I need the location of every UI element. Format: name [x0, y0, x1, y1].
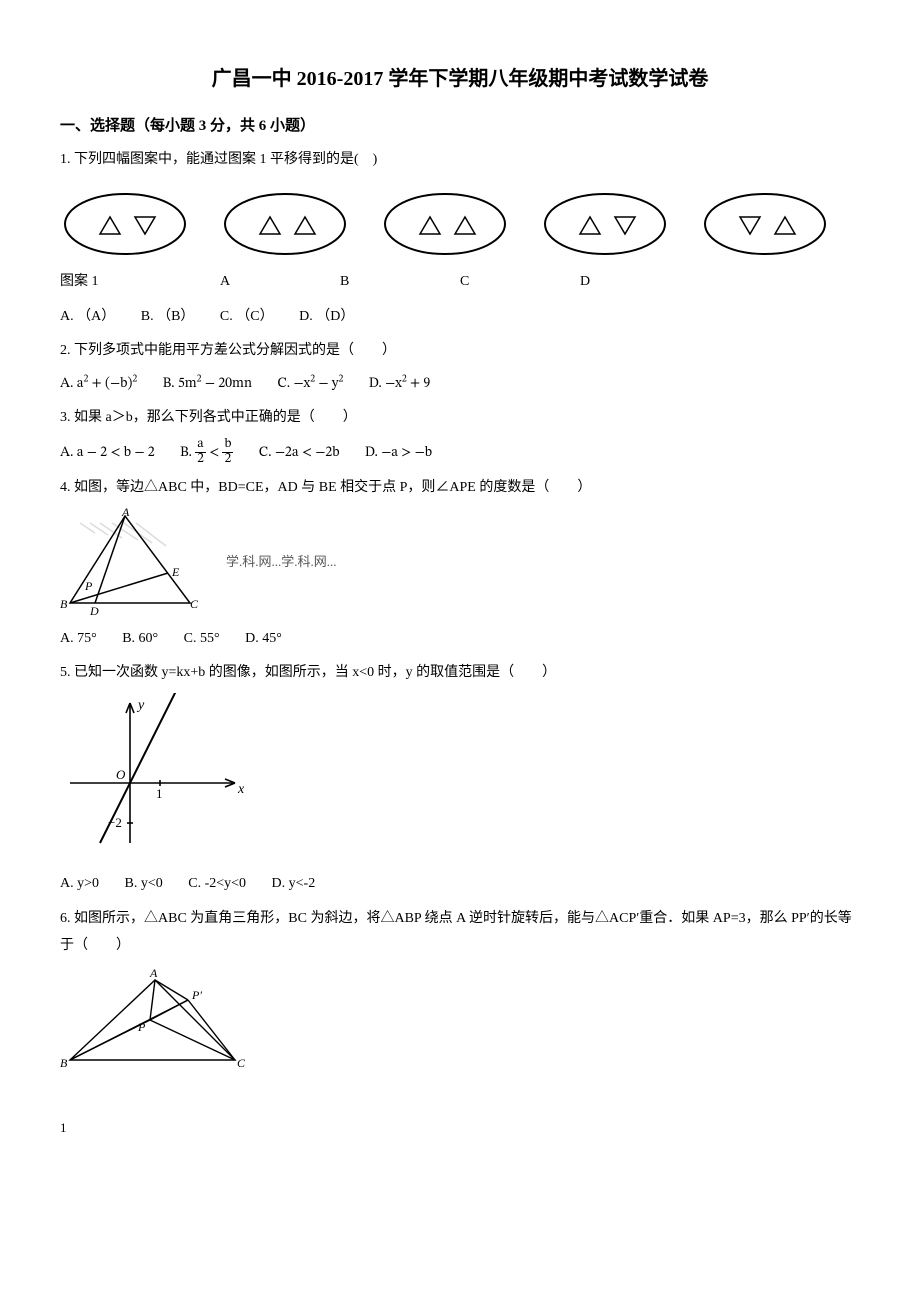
q1-opt-b: B. （B）: [141, 309, 195, 324]
q3-opt-a: A. a − 2 < b − 2: [60, 446, 155, 460]
svg-text:P′: P′: [191, 988, 202, 1002]
q6-text: 6. 如图所示，△ABC 为直角三角形，BC 为斜边，将△ABP 绕点 A 逆时…: [60, 906, 860, 959]
q5-options: A. y>0 B. y<0 C. -2<y<0 D. y<-2: [60, 871, 860, 898]
svg-text:C: C: [190, 597, 199, 611]
q6-triangle-figure: A B C P P′: [60, 965, 250, 1075]
q1-oval-original: [60, 189, 190, 259]
q2-text: 2. 下列多项式中能用平方差公式分解因式的是（ ）: [60, 338, 860, 365]
q3-options: A. a − 2 < b − 2 B. a2 < b2 C. −2a < −2b…: [60, 438, 860, 467]
q4-figure-row: A B C D E P 学.科.网...学.科.网...: [60, 508, 860, 618]
svg-text:C: C: [237, 1056, 246, 1070]
svg-text:−2: −2: [108, 815, 122, 830]
q5-opt-a: A. y>0: [60, 876, 99, 891]
q1-opt-d: D. （D）: [299, 309, 354, 324]
svg-text:B: B: [60, 1056, 68, 1070]
q1-figure-labels: 图案 1 A B C D: [60, 269, 860, 296]
q1-label-a: A: [220, 269, 340, 296]
q4-opt-a: A. 75°: [60, 631, 97, 646]
q1-label-d: D: [580, 269, 700, 296]
q5-opt-d: D. y<-2: [272, 876, 316, 891]
svg-text:P: P: [137, 1020, 146, 1034]
q3-b-frac2: b2: [222, 438, 233, 467]
q5-opt-b: B. y<0: [125, 876, 163, 891]
q5-figure: y x O 1 −2: [60, 693, 860, 864]
svg-text:O: O: [116, 767, 126, 782]
svg-text:A: A: [121, 508, 130, 519]
q1-figures-row: [60, 189, 860, 259]
svg-text:D: D: [89, 604, 99, 618]
q4-opt-b: B. 60°: [122, 631, 158, 646]
q5-text: 5. 已知一次函数 y=kx+b 的图像，如图所示，当 x<0 时，y 的取值范…: [60, 660, 860, 687]
q2-opt-b: B. 5m2 − 20mn: [163, 377, 252, 391]
svg-text:y: y: [136, 698, 145, 713]
svg-text:x: x: [237, 782, 245, 797]
q2-a-expr: a2 + (−b)2: [77, 377, 138, 391]
q3-opt-d: D. −a > −b: [365, 446, 432, 460]
q2-opt-a: A. a2 + (−b)2: [60, 377, 137, 391]
section-1-heading: 一、选择题（每小题 3 分，共 6 小题）: [60, 112, 860, 141]
page-number: 1: [60, 1116, 860, 1141]
q1-label-b: B: [340, 269, 460, 296]
svg-text:B: B: [60, 597, 68, 611]
q3-opt-c: C. −2a < −2b: [259, 446, 340, 460]
q4-text: 4. 如图，等边△ABC 中，BD=CE，AD 与 BE 相交于点 P，则∠AP…: [60, 475, 860, 502]
q2-opt-c: C. −x2 − y2: [277, 377, 343, 391]
q4-opt-d: D. 45°: [245, 631, 282, 646]
q4-opt-c: C. 55°: [184, 631, 220, 646]
svg-text:E: E: [171, 565, 180, 579]
exam-title: 广昌一中 2016-2017 学年下学期八年级期中考试数学试卷: [60, 60, 860, 98]
q1-opt-a: A. （A）: [60, 309, 115, 324]
q2-opt-d: D. −x2 + 9: [369, 377, 431, 391]
q2-b-expr: 5m2 − 20mn: [178, 377, 252, 391]
q5-graph: y x O 1 −2: [60, 693, 250, 853]
q1-oval-c: [540, 189, 670, 259]
q2-d-expr: −x2 + 9: [385, 377, 430, 391]
q3-opt-b: B. a2 < b2: [180, 446, 237, 460]
q1-oval-a: [220, 189, 350, 259]
q4-options: A. 75° B. 60° C. 55° D. 45°: [60, 626, 860, 653]
q3-text: 3. 如果 a＞b，那么下列各式中正确的是（ ）: [60, 405, 860, 432]
q1-opt-c: C. （C）: [220, 309, 274, 324]
q6-figure: A B C P P′: [60, 965, 860, 1086]
q1-label-original: 图案 1: [60, 269, 220, 296]
svg-text:1: 1: [156, 786, 163, 801]
q2-options: A. a2 + (−b)2 B. 5m2 − 20mn C. −x2 − y2 …: [60, 371, 860, 398]
svg-text:A: A: [149, 966, 158, 980]
q3-b-frac1: a2: [195, 438, 206, 467]
q4-watermark: 学.科.网...学.科.网...: [226, 550, 337, 575]
q5-opt-c: C. -2<y<0: [188, 876, 246, 891]
q2-c-expr: −x2 − y2: [293, 377, 343, 391]
svg-text:P: P: [84, 579, 93, 593]
q1-label-c: C: [460, 269, 580, 296]
q1-oval-d: [700, 189, 830, 259]
q4-triangle-figure: A B C D E P: [60, 508, 210, 618]
q1-text: 1. 下列四幅图案中，能通过图案 1 平移得到的是( ): [60, 147, 860, 174]
q1-options: A. （A） B. （B） C. （C） D. （D）: [60, 304, 860, 331]
q1-oval-b: [380, 189, 510, 259]
